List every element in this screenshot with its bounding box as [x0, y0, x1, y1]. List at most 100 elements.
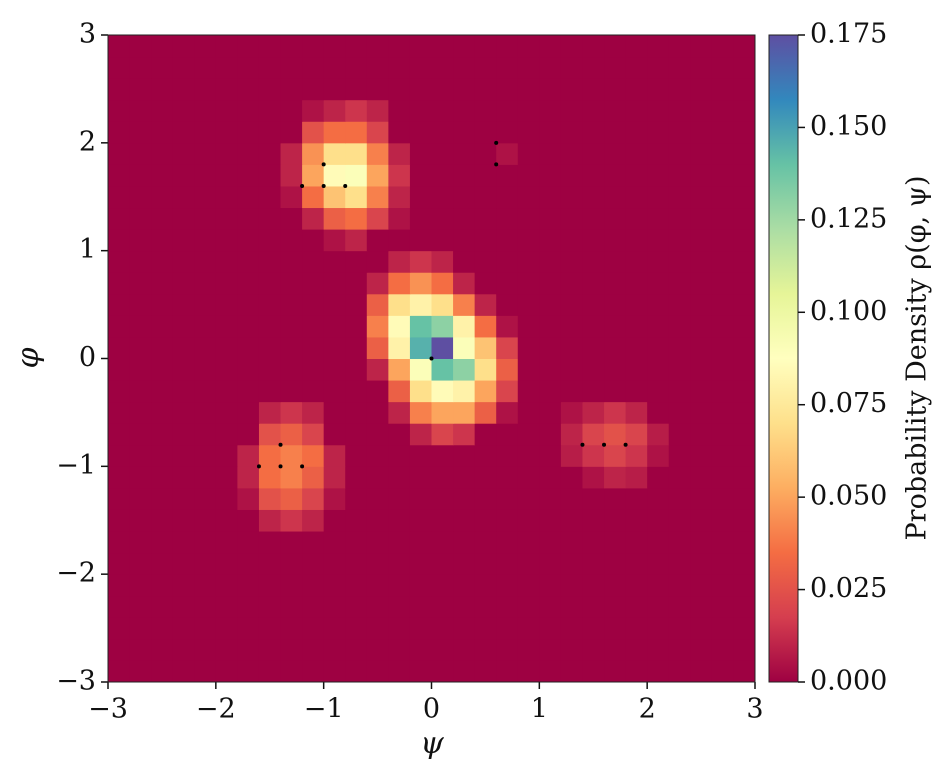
heat-cell: [151, 207, 174, 230]
heat-cell: [625, 35, 648, 58]
heat-cell: [604, 293, 627, 316]
heat-cell: [302, 552, 325, 575]
heat-cell: [151, 487, 174, 510]
heat-cell: [453, 531, 476, 554]
heat-cell: [237, 617, 260, 640]
y-tick-label: −3: [56, 666, 96, 697]
heat-cell: [560, 358, 583, 381]
heat-cell: [496, 56, 519, 79]
heat-cell: [172, 638, 195, 661]
heat-cell: [323, 185, 346, 209]
heat-cell: [690, 401, 713, 424]
heat-cell: [302, 336, 325, 359]
heat-cell: [237, 444, 260, 467]
heat-cell: [647, 444, 670, 467]
heat-cell: [453, 99, 476, 122]
heat-cell: [604, 466, 627, 489]
heat-cell: [388, 660, 411, 683]
heat-cell: [604, 164, 627, 187]
heat-cell: [172, 595, 195, 618]
heat-cell: [194, 380, 217, 403]
heat-cell: [151, 380, 174, 403]
heat-cell: [280, 466, 303, 489]
heat-cell: [690, 595, 713, 618]
heat-cell: [431, 164, 454, 187]
heat-cell: [172, 358, 195, 381]
heat-cell: [604, 660, 627, 683]
heat-cell: [539, 207, 562, 230]
heat-cell: [129, 56, 152, 79]
point: [429, 356, 434, 361]
heat-cell: [302, 444, 325, 467]
heat-cell: [280, 250, 303, 273]
heat-cell: [539, 509, 562, 532]
heat-cell: [625, 444, 648, 467]
heat-cell: [711, 401, 734, 424]
heat-cell: [388, 56, 411, 79]
y-tick-label: 1: [79, 234, 96, 265]
heat-cell: [237, 229, 260, 252]
heat-cell: [604, 229, 627, 252]
heat-cell: [345, 509, 368, 532]
heat-cell: [108, 315, 131, 338]
heat-cell: [604, 35, 627, 58]
heat-cell: [668, 509, 691, 532]
heat-cell: [582, 164, 605, 187]
heat-cell: [604, 358, 627, 381]
heat-cell: [258, 660, 282, 683]
heat-cell: [711, 574, 734, 597]
heat-cell: [582, 617, 605, 640]
heat-cell: [129, 660, 152, 683]
heat-cell: [215, 660, 238, 683]
heat-cell: [302, 509, 325, 532]
heat-cell: [453, 380, 476, 403]
heat-cell: [539, 358, 562, 381]
heat-cell: [323, 207, 346, 230]
point: [623, 442, 628, 447]
heat-cell: [431, 250, 454, 273]
heat-cell: [108, 142, 131, 165]
heat-cell: [733, 142, 756, 165]
heat-cell: [280, 574, 303, 597]
heat-cell: [690, 99, 713, 122]
heat-cell: [129, 595, 152, 618]
heat-cell: [108, 617, 131, 640]
colorbar-tick-label: 0.100: [810, 296, 887, 327]
heat-cell: [323, 638, 346, 661]
heat-cell: [496, 423, 519, 446]
heat-cell: [625, 487, 648, 510]
heat-cell: [151, 574, 174, 597]
heat-cell: [431, 660, 454, 683]
heat-cell: [323, 423, 346, 446]
heat-cell: [194, 552, 217, 575]
heat-cell: [733, 99, 756, 122]
heat-cell: [366, 401, 389, 424]
heat-cell: [604, 552, 627, 575]
heat-cell: [647, 207, 670, 230]
heat-cell: [388, 466, 411, 489]
heat-cell: [280, 272, 303, 295]
heat-cell: [668, 78, 691, 101]
heat-cell: [237, 487, 260, 510]
heat-cell: [431, 401, 454, 424]
heat-cell: [129, 99, 152, 122]
heat-cell: [302, 466, 325, 489]
heat-cell: [129, 78, 152, 101]
heat-cell: [625, 574, 648, 597]
y-tick-label: 2: [79, 126, 96, 157]
heat-cell: [733, 207, 756, 230]
heat-cell: [151, 509, 174, 532]
heat-cell: [215, 250, 238, 273]
heat-cell: [366, 380, 389, 403]
heat-cell: [517, 164, 540, 187]
heat-cell: [625, 660, 648, 683]
heat-cell: [647, 466, 670, 489]
heat-cell: [409, 380, 432, 403]
heat-cell: [215, 509, 238, 532]
heat-cell: [215, 466, 238, 489]
heat-cell: [496, 358, 519, 381]
heat-cell: [539, 142, 562, 165]
heat-cell: [409, 595, 432, 618]
heat-cell: [280, 595, 303, 618]
heat-cell: [517, 487, 540, 510]
